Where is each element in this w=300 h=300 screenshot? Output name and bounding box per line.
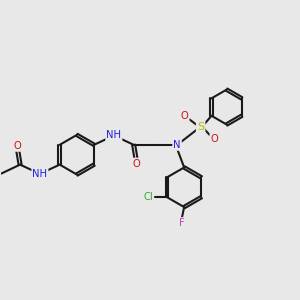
Text: O: O — [14, 141, 22, 151]
Text: N: N — [173, 140, 181, 150]
Text: S: S — [197, 122, 204, 132]
Text: F: F — [179, 218, 185, 228]
Text: Cl: Cl — [143, 192, 153, 202]
Text: O: O — [181, 111, 188, 121]
Text: O: O — [211, 134, 218, 144]
Text: O: O — [132, 159, 140, 169]
Text: NH: NH — [32, 169, 47, 179]
Text: NH: NH — [106, 130, 121, 140]
